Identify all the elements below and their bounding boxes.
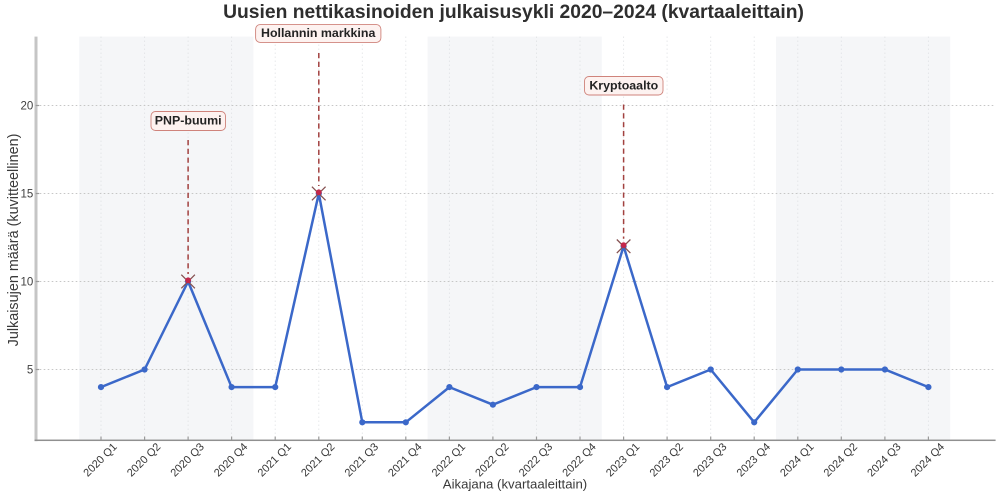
svg-text:Julkaisujen määrä (kuvitteelli: Julkaisujen määrä (kuvitteellinen) — [6, 134, 22, 347]
svg-text:Uusien nettikasinoiden julkais: Uusien nettikasinoiden julkaisusykli 202… — [223, 2, 804, 23]
svg-text:PNP-buumi: PNP-buumi — [155, 114, 222, 128]
svg-text:10: 10 — [21, 277, 34, 289]
svg-text:Hollannin markkina: Hollannin markkina — [261, 26, 375, 40]
svg-text:20: 20 — [21, 101, 34, 113]
svg-text:Kryptoaalto: Kryptoaalto — [589, 79, 658, 93]
svg-text:Aikajana (kvartaaleittain): Aikajana (kvartaaleittain) — [443, 477, 587, 492]
svg-text:15: 15 — [21, 189, 34, 201]
svg-text:5: 5 — [27, 365, 33, 377]
